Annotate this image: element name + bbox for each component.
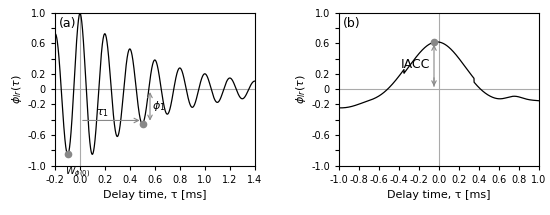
X-axis label: Delay time, τ [ms]: Delay time, τ [ms]	[103, 190, 207, 200]
Text: $\tau_1$: $\tau_1$	[96, 107, 109, 119]
Text: (b): (b)	[343, 17, 361, 31]
Text: $W_{\phi(0)}$: $W_{\phi(0)}$	[65, 164, 90, 180]
X-axis label: Delay time, τ [ms]: Delay time, τ [ms]	[387, 190, 491, 200]
Text: (a): (a)	[59, 17, 76, 31]
Text: $\phi_1$: $\phi_1$	[152, 99, 166, 113]
Y-axis label: $\phi_{lr}(\tau)$: $\phi_{lr}(\tau)$	[10, 74, 24, 104]
Text: IACC: IACC	[401, 58, 430, 71]
Y-axis label: $\phi_{lr}(\tau)$: $\phi_{lr}(\tau)$	[294, 74, 309, 104]
